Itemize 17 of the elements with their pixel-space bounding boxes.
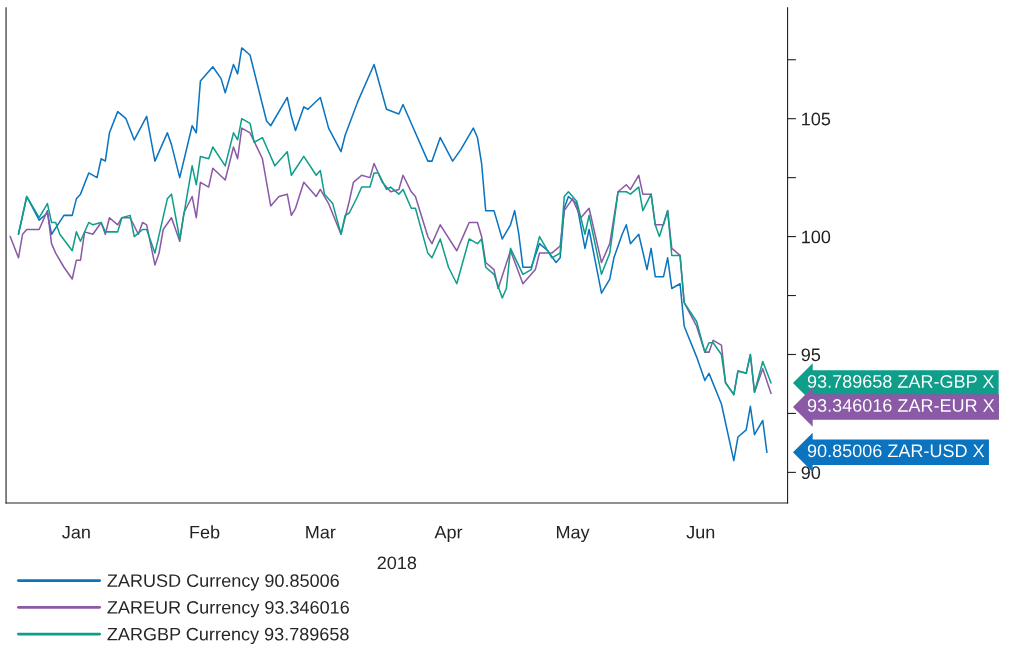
- x-tick-label: Jun: [686, 525, 715, 539]
- legend-label: ZARGBP Currency 93.789658: [107, 627, 349, 645]
- y-tick-label: 105: [802, 112, 831, 126]
- x-tick-label: Apr: [434, 525, 463, 543]
- x-tick-label: Feb: [190, 525, 220, 539]
- y-tick-label: 90: [801, 466, 821, 480]
- x-tick-label: May: [556, 525, 590, 543]
- x-tick-label: Jan: [62, 525, 90, 539]
- text: 93.789658 ZAR-GBP X: [807, 375, 994, 388]
- y-tick-label: 100: [802, 230, 831, 244]
- legend-label: ZARUSD Currency 90.85006: [107, 574, 339, 591]
- legend-label: ZAREUR Currency 93.346016: [107, 601, 349, 618]
- y-tick-label: 95: [801, 348, 821, 362]
- text: 90.85006 ZAR-USD X: [807, 444, 985, 458]
- x-tick-label: Mar: [306, 525, 336, 539]
- x-axis-title: 2018: [377, 556, 417, 570]
- text: 93.346016 ZAR-EUR X: [807, 399, 995, 412]
